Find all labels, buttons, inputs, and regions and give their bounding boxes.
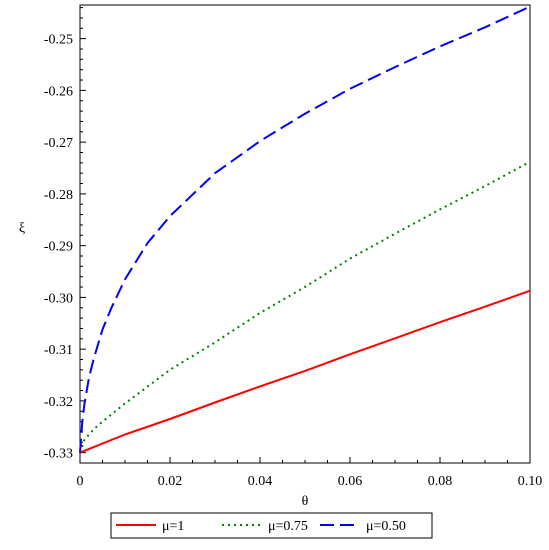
- y-tick-label: -0.25: [44, 33, 73, 48]
- x-tick-label: 0.06: [338, 474, 363, 489]
- legend: μ=1 μ=0.75 μ=0.50: [116, 519, 406, 534]
- y-tick-label: -0.32: [44, 395, 73, 410]
- x-axis-ticks: 0 0.02 0.04 0.06 0.08 0.10: [77, 457, 543, 489]
- legend-label-3: μ=0.50: [366, 519, 406, 534]
- x-tick-label: 0: [77, 474, 84, 489]
- x-tick-label: 0.04: [248, 474, 273, 489]
- legend-label-2: μ=0.75: [268, 519, 308, 534]
- y-tick-label: -0.27: [44, 136, 73, 151]
- series-lines: [79, 5, 531, 454]
- x-axis-title: θ: [302, 494, 309, 509]
- y-axis-title: ξ: [19, 221, 25, 236]
- y-tick-label: -0.29: [44, 240, 73, 255]
- x-tick-label: 0.10: [518, 474, 543, 489]
- x-tick-label: 0.08: [428, 474, 453, 489]
- legend-box: [110, 512, 433, 539]
- y-axis-ticks: -0.33 -0.32 -0.31 -0.30 -0.29 -0.28 -0.27 -0.26…: [44, 7, 86, 462]
- y-tick-label: -0.26: [44, 84, 73, 99]
- series-line-2: [79, 160, 531, 453]
- x-tick-label: 0.02: [158, 474, 183, 489]
- series-line-3: [79, 5, 531, 453]
- y-tick-label: -0.33: [44, 447, 73, 462]
- series-line-1: [79, 289, 531, 454]
- y-tick-label: -0.31: [44, 343, 73, 358]
- legend-label-1: μ=1: [162, 519, 184, 534]
- y-tick-label: -0.30: [44, 291, 73, 306]
- plot-frame: [79, 4, 531, 464]
- y-tick-label: -0.28: [44, 188, 73, 203]
